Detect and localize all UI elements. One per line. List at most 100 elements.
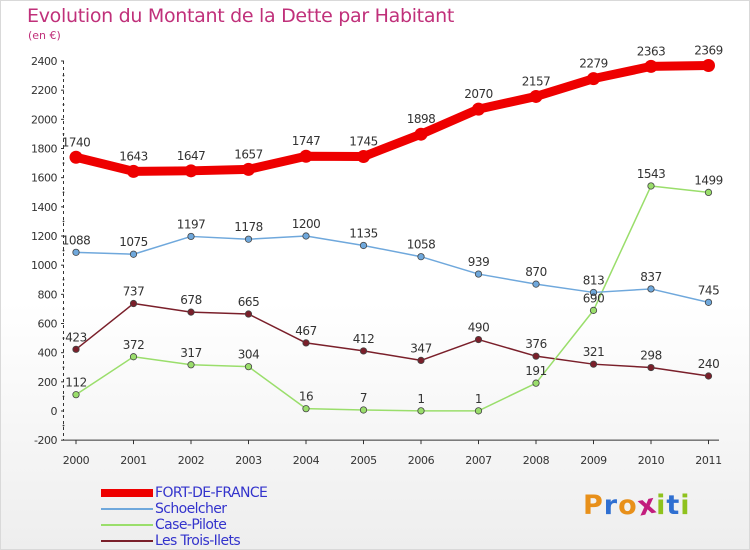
y-axis-minor-tick [62,74,65,77]
x-tick-label: 2009 [580,454,607,467]
data-point [704,372,713,380]
x-tick-label: 2011 [695,454,721,467]
legend-swatch [101,489,153,497]
data-point [127,164,140,178]
y-axis-minor-tick [62,278,65,281]
data-label: 1898 [407,112,436,126]
data-label: 1543 [637,167,666,181]
x-tick-label: 2006 [408,454,435,467]
data-point [647,285,655,293]
data-point [302,339,310,347]
data-point [587,72,600,86]
data-point [472,102,485,116]
series-line [75,302,710,377]
data-point [589,306,598,314]
data-label: 1740 [62,135,91,149]
data-point [417,407,425,415]
data-label: 1499 [694,173,723,187]
line-chart: -200 0 200 400 600 800 1000 1200 1400 1600 1800 200… [31,44,723,468]
data-label: 2157 [522,74,551,88]
data-point [532,379,540,387]
data-label: 304 [238,348,259,362]
y-axis-minor-tick [62,133,65,135]
data-label: 1745 [349,135,378,149]
data-point [589,360,598,368]
data-point [529,89,543,103]
x-tick-label: 2004 [293,454,320,467]
data-point [647,182,655,190]
legend-label: Schoelcher [155,501,227,517]
data-point [414,127,428,141]
legend-label: FORT-DE-FRANCE [155,485,268,501]
chart-unit: (en €) [28,29,61,42]
data-label: 690 [583,291,604,305]
data-label: 321 [583,345,604,359]
legend-label: Les Trois-Ilets [155,533,241,549]
data-point [474,335,483,344]
x-tick-label: 2001 [120,454,146,467]
data-point [187,232,195,241]
data-label: 813 [583,273,604,287]
y-tick-label: 1400 [31,201,57,214]
data-label: 1 [475,392,482,406]
y-tick-label: 0 [51,405,58,418]
data-point [244,310,253,318]
data-point [187,361,195,369]
data-point [72,345,80,353]
data-point [357,150,370,164]
data-point [302,405,310,413]
data-label: 1058 [407,238,436,252]
x-tick-label: 2010 [638,454,665,467]
y-tick-label: 2400 [31,55,57,68]
data-point [359,406,368,414]
y-axis-minor-tick [62,191,65,194]
data-label: 191 [525,364,546,378]
y-axis-minor-tick [62,337,65,339]
y-tick-label: 2000 [31,113,57,126]
data-point [474,270,483,278]
y-axis-minor-tick [62,308,65,310]
data-label: 317 [180,346,201,360]
data-label: 240 [698,357,719,371]
y-tick-label: 600 [38,318,58,331]
y-axis-minor-tick [62,220,65,223]
proxiti-logo: Proxiti [583,488,691,523]
data-label: 1178 [234,220,263,234]
y-tick-label: 1000 [31,259,57,272]
data-label: 1643 [119,149,148,163]
data-label: 837 [640,270,661,284]
data-point [184,164,198,178]
y-tick-label: 1200 [31,230,57,243]
y-tick-label: 2200 [31,84,57,97]
data-point [72,248,80,256]
x-tick-label: 2000 [63,454,90,467]
data-label: 16 [299,390,313,404]
data-label: 1747 [292,134,321,148]
data-point [72,391,80,399]
data-label: 745 [698,283,719,297]
legend-swatch [101,524,153,526]
series-line [75,235,710,304]
y-tick-label: 200 [38,376,58,389]
y-axis-minor-tick [62,249,65,252]
x-tick-label: 2002 [178,454,204,467]
data-point [244,235,253,243]
data-label: 2369 [694,44,723,58]
data-label: 1647 [177,149,206,163]
data-label: 1 [417,392,424,406]
data-point [644,59,658,73]
y-axis-minor-tick [62,395,65,398]
data-label: 678 [180,293,201,307]
data-label: 2070 [464,87,493,101]
data-label: 423 [65,330,86,344]
chart-title: Evolution du Montant de la Dette par Hab… [27,5,455,27]
y-tick-label: 800 [38,288,58,301]
data-point [417,356,425,364]
data-label: 2363 [637,44,666,58]
data-label: 870 [525,265,546,279]
y-axis-minor-tick [62,162,65,164]
data-point [359,347,368,355]
data-point [704,298,713,306]
data-label: 1135 [349,226,378,240]
x-tick-label: 2007 [465,454,492,467]
